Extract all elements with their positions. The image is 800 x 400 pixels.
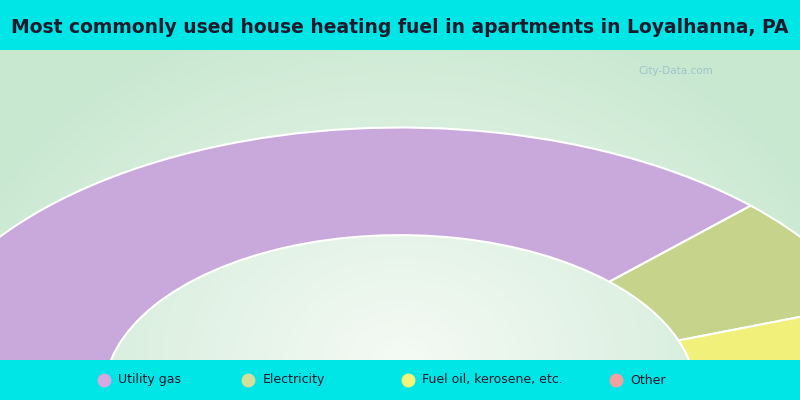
Wedge shape (678, 304, 800, 394)
Text: Fuel oil, kerosene, etc.: Fuel oil, kerosene, etc. (422, 374, 563, 386)
Wedge shape (610, 206, 800, 340)
Text: Most commonly used house heating fuel in apartments in Loyalhanna, PA: Most commonly used house heating fuel in… (11, 18, 789, 37)
Text: City-Data.com: City-Data.com (638, 66, 714, 76)
Text: Electricity: Electricity (262, 374, 325, 386)
Text: Other: Other (630, 374, 666, 386)
Text: Utility gas: Utility gas (118, 374, 182, 386)
Wedge shape (0, 128, 750, 394)
